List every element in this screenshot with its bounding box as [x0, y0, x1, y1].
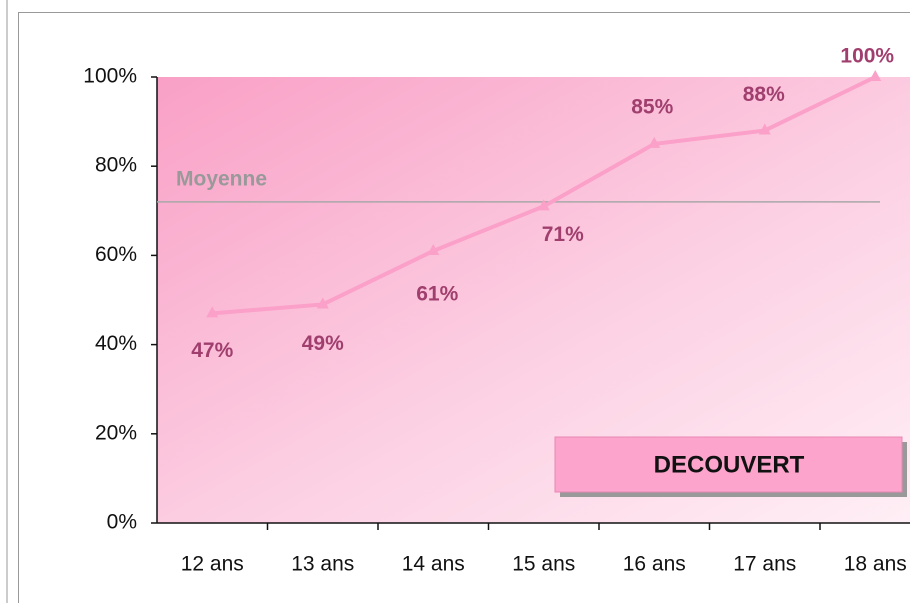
data-label: 71%: [542, 223, 584, 246]
marker: [869, 70, 882, 81]
data-label: 85%: [631, 95, 673, 118]
data-label: 47%: [191, 339, 233, 362]
marker: [758, 123, 771, 135]
marker: [206, 306, 219, 318]
data-label: 100%: [840, 45, 894, 68]
y-tick-label: 0%: [107, 511, 137, 534]
y-tick-label: 100%: [83, 65, 137, 88]
x-tick-label: 17 ans: [733, 553, 796, 576]
marker: [427, 243, 440, 255]
y-tick-label: 20%: [95, 421, 137, 444]
y-tick-label: 80%: [95, 154, 137, 177]
x-tick-label: 16 ans: [623, 553, 686, 576]
x-tick-label: 12 ans: [181, 553, 244, 576]
data-label: 49%: [302, 332, 344, 355]
x-tick-label: 13 ans: [291, 553, 354, 576]
legend-label: DECOUVERT: [654, 451, 805, 478]
x-tick-label: 18 ans: [844, 553, 907, 576]
y-tick-label: 60%: [95, 243, 137, 266]
x-tick-label: 14 ans: [402, 553, 465, 576]
marker: [648, 136, 661, 148]
data-label: 88%: [743, 83, 785, 106]
x-tick-label: 15 ans: [512, 553, 575, 576]
legend-box: [554, 436, 903, 493]
data-label: 61%: [416, 282, 458, 305]
legend: DECOUVERT: [554, 436, 907, 497]
marker: [316, 297, 329, 309]
average-label: Moyenne: [176, 167, 267, 190]
y-tick-label: 40%: [95, 332, 137, 355]
marker: [537, 199, 550, 211]
